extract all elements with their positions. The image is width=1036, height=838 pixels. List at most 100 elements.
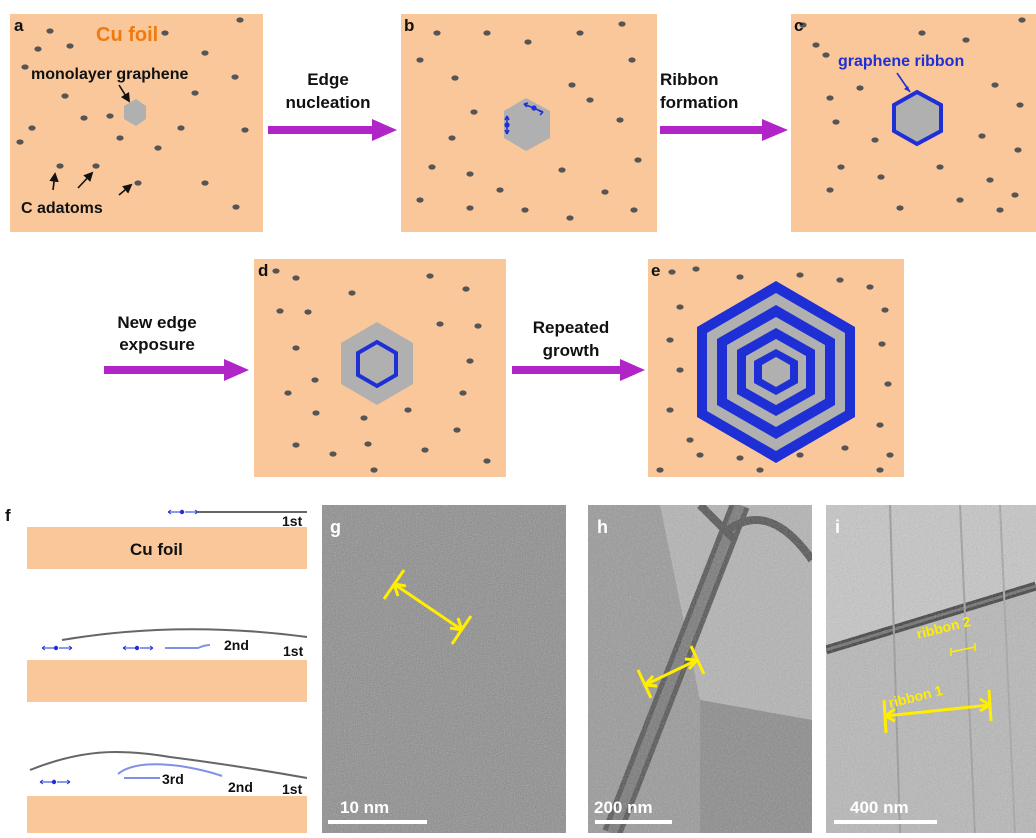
c-adatom <box>837 164 845 170</box>
c-adatom <box>459 390 467 396</box>
c-adatom <box>421 447 429 453</box>
c-adatom <box>426 273 434 279</box>
c-adatom <box>201 50 209 56</box>
c-adatom <box>856 85 864 91</box>
panel-letter: e <box>651 261 660 280</box>
graphene-nucleus <box>124 99 146 126</box>
c-adatom <box>56 163 64 169</box>
cu-foil-title: Cu foil <box>96 24 158 46</box>
c-adatom <box>483 458 491 464</box>
panel-f: f Cu foil 1st 2nd 1st 3rd 2nd 1s <box>5 506 308 833</box>
c-adatom <box>628 57 636 63</box>
c-adatom <box>881 307 889 313</box>
graphene-layer-2nd <box>117 763 223 777</box>
c-adatom <box>28 125 36 131</box>
pointer-arrow <box>118 84 131 103</box>
ribbon-2-measure <box>950 643 976 656</box>
step-label-line2: formation <box>660 93 738 112</box>
c-adatom <box>918 30 926 36</box>
step-label-line2: exposure <box>119 335 195 354</box>
step-ribbon-formation: Ribbon formation <box>660 70 788 141</box>
cu-foil-block <box>27 527 307 569</box>
panel-a: a Cu foil monolayer graphene C adatoms <box>10 14 263 232</box>
c-adatom <box>521 207 529 213</box>
panel-b: b <box>401 14 657 232</box>
c-adatom <box>433 30 441 36</box>
adatoms <box>799 17 1026 213</box>
panel-letter: d <box>258 261 268 280</box>
c-adatom <box>826 187 834 193</box>
concentric-ribbons <box>697 281 855 463</box>
layer-label: 1st <box>283 643 304 659</box>
step-label-line2: nucleation <box>285 93 370 112</box>
panel-i: i ribbon 2 ribbon 1 400 nm <box>826 505 1036 833</box>
adatoms <box>16 17 249 210</box>
c-adatom <box>884 381 892 387</box>
panel-letter: h <box>597 517 608 537</box>
c-adatom <box>46 28 54 34</box>
c-adatom <box>474 323 482 329</box>
step-label-line1: New edge <box>117 313 196 332</box>
c-adatom <box>404 407 412 413</box>
c-adatom <box>876 422 884 428</box>
c-adatom <box>878 341 886 347</box>
c-adatom <box>191 90 199 96</box>
adatoms <box>416 21 642 221</box>
process-arrow-head <box>372 119 397 141</box>
width-measure <box>382 569 473 645</box>
c-adatom <box>877 174 885 180</box>
process-arrow-shaft <box>104 366 226 374</box>
diffusing-atom <box>167 509 199 515</box>
graphene-ribbon-hexagon <box>892 89 943 147</box>
c-adatom <box>832 119 840 125</box>
c-adatom <box>428 164 436 170</box>
carbon-atom <box>504 122 510 128</box>
graphene-layer-2nd <box>165 644 211 649</box>
c-adatom <box>736 455 744 461</box>
c-adatom <box>448 135 456 141</box>
process-arrow-head <box>224 359 249 381</box>
ribbon-1-measure <box>882 689 993 734</box>
carbon-atom <box>179 509 185 515</box>
layer-label: 1st <box>282 781 303 797</box>
c-adatom <box>876 467 884 473</box>
step-label-line1: Ribbon <box>660 70 719 89</box>
c-adatom <box>796 452 804 458</box>
c-adatom <box>241 127 249 133</box>
c-adatoms-label: C adatoms <box>21 200 103 217</box>
c-adatom <box>666 407 674 413</box>
c-adatom <box>436 321 444 327</box>
process-arrow-shaft <box>268 126 374 134</box>
cu-foil-label: Cu foil <box>130 540 183 559</box>
tem-texture <box>322 505 566 833</box>
c-adatom <box>1014 147 1022 153</box>
c-adatom <box>696 452 704 458</box>
c-adatom <box>1011 192 1019 198</box>
c-adatom <box>311 377 319 383</box>
carbon-atom <box>53 645 59 651</box>
c-adatom <box>756 467 764 473</box>
c-adatom <box>558 167 566 173</box>
c-adatom <box>284 390 292 396</box>
c-adatom <box>676 304 684 310</box>
step-new-edge-exposure: New edge exposure <box>104 313 249 381</box>
scale-bar-label: 200 nm <box>594 798 653 817</box>
c-adatom <box>871 137 879 143</box>
c-adatom <box>996 207 1004 213</box>
c-adatom <box>666 337 674 343</box>
c-adatom <box>116 135 124 141</box>
c-adatom <box>796 272 804 278</box>
c-adatom <box>799 22 807 28</box>
panel-letter: i <box>835 517 840 537</box>
c-adatom <box>692 266 700 272</box>
step-label-line2: growth <box>543 341 600 360</box>
panel-e: e <box>648 259 904 477</box>
pointer-arrow-head <box>904 86 910 92</box>
c-adatom <box>61 93 69 99</box>
monolayer-graphene-label: monolayer graphene <box>31 66 188 83</box>
c-adatom <box>360 415 368 421</box>
c-adatom <box>1018 17 1026 23</box>
c-adatom <box>177 125 185 131</box>
process-arrow-head <box>620 359 645 381</box>
graphene-layer-1st <box>29 750 308 779</box>
